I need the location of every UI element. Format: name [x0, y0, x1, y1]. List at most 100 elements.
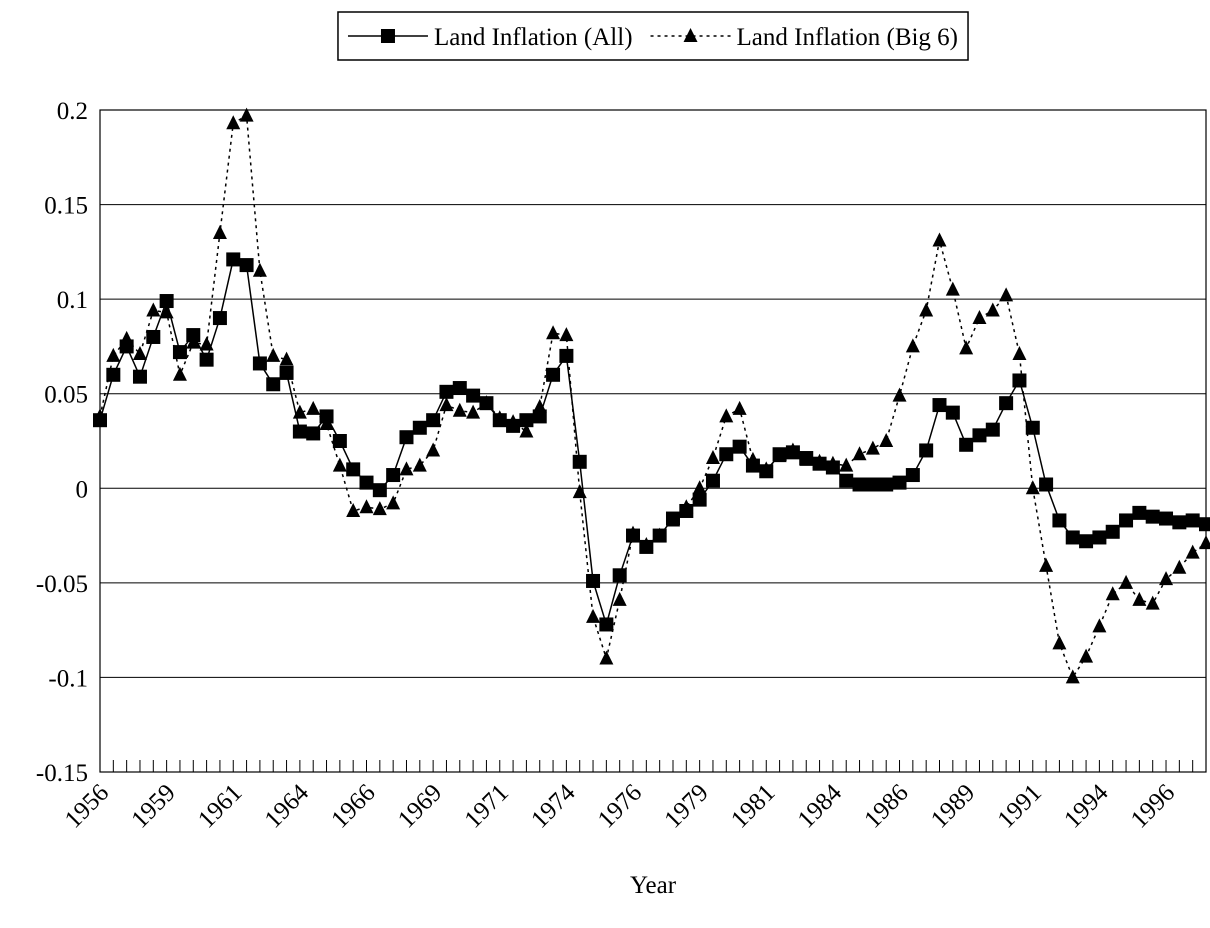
marker [386, 468, 401, 483]
marker [1145, 595, 1160, 610]
marker [492, 410, 507, 425]
marker [226, 252, 241, 267]
marker [119, 330, 134, 345]
marker [399, 430, 414, 445]
y-tick-label: 0 [76, 476, 89, 503]
legend-marker [683, 28, 698, 42]
marker [252, 262, 267, 277]
marker [785, 442, 800, 457]
marker [1052, 635, 1067, 650]
marker [599, 617, 614, 632]
marker [199, 352, 214, 367]
marker [626, 525, 641, 540]
marker [639, 537, 654, 552]
marker [719, 447, 734, 462]
marker [586, 608, 601, 623]
marker [332, 457, 347, 472]
marker [159, 294, 174, 309]
marker [426, 413, 441, 428]
marker [372, 501, 387, 516]
marker [1105, 586, 1120, 601]
marker [1025, 480, 1040, 495]
marker [745, 451, 760, 466]
marker [172, 345, 187, 360]
marker [146, 302, 161, 317]
marker [93, 408, 107, 423]
marker [199, 336, 214, 351]
marker [892, 475, 907, 490]
marker [306, 426, 321, 441]
marker [1119, 574, 1134, 589]
x-tick-label: 1956 [60, 779, 114, 833]
marker [452, 381, 467, 396]
x-tick-label: 1994 [1059, 779, 1114, 834]
x-tick-label: 1986 [859, 779, 913, 833]
y-tick-label: 0.1 [57, 287, 88, 314]
marker [186, 334, 201, 349]
y-tick-label: -0.15 [36, 760, 88, 787]
marker [1199, 517, 1210, 532]
marker [932, 398, 947, 413]
marker [1012, 345, 1027, 360]
marker [346, 502, 361, 517]
marker [799, 451, 814, 466]
marker [572, 454, 587, 469]
marker [1119, 513, 1134, 528]
marker [1065, 669, 1080, 684]
marker [306, 400, 321, 415]
marker [1132, 591, 1147, 606]
series-line [99, 114, 1207, 680]
marker [132, 345, 147, 360]
marker [292, 404, 307, 419]
marker [839, 457, 854, 472]
marker [279, 351, 294, 366]
marker [705, 450, 720, 465]
y-tick-label: 0.2 [57, 98, 88, 125]
marker [839, 473, 854, 488]
marker [612, 568, 627, 583]
legend-marker [380, 29, 395, 43]
marker [506, 414, 521, 429]
marker [559, 327, 574, 342]
marker [1185, 544, 1200, 559]
marker [452, 402, 467, 417]
marker [959, 437, 974, 452]
marker [679, 499, 694, 514]
marker [1159, 511, 1174, 526]
marker [519, 413, 534, 428]
x-tick-label: 1996 [1126, 779, 1180, 833]
marker [239, 258, 254, 273]
marker [665, 512, 680, 527]
marker [266, 377, 281, 392]
marker [945, 405, 960, 420]
x-tick-label: 1959 [126, 779, 180, 833]
legend-label: Land Inflation (All) [434, 24, 633, 51]
marker [1039, 477, 1054, 492]
marker [466, 404, 481, 419]
y-tick-label: 0.05 [44, 382, 88, 409]
marker [732, 400, 747, 415]
marker [732, 439, 747, 454]
marker [586, 573, 601, 588]
marker [212, 224, 227, 239]
marker [999, 287, 1014, 302]
marker [332, 434, 347, 448]
marker [772, 448, 787, 463]
marker [1092, 530, 1107, 545]
marker [852, 477, 867, 492]
x-tick-label: 1991 [993, 779, 1047, 833]
x-tick-label: 1969 [393, 779, 447, 833]
y-tick-label: -0.05 [36, 571, 88, 598]
marker [1185, 513, 1200, 528]
marker [1172, 559, 1187, 574]
y-tick-label: 0.15 [44, 193, 88, 220]
marker [1199, 535, 1210, 550]
x-tick-label: 1976 [593, 779, 647, 833]
marker [1092, 618, 1107, 633]
marker [959, 340, 974, 355]
marker [132, 369, 147, 384]
marker [825, 455, 840, 470]
marker [865, 440, 880, 455]
x-tick-label: 1964 [260, 779, 315, 834]
marker [1079, 534, 1094, 549]
